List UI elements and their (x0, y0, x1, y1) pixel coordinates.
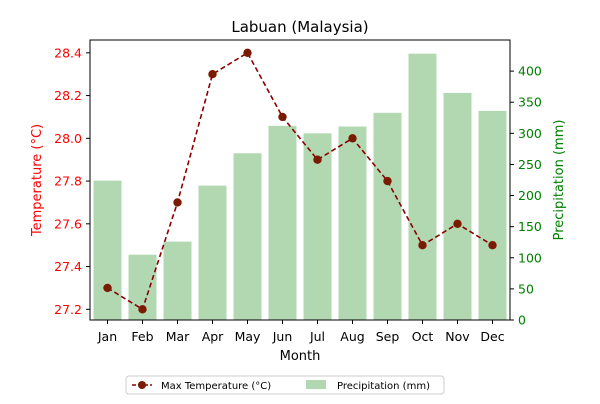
x-tick-label: Sep (376, 329, 400, 344)
precipitation-bar-mar (163, 241, 192, 320)
legend-temperature-label: Max Temperature (°C) (161, 381, 271, 392)
x-tick-label: Apr (202, 329, 224, 344)
x-tick-label: Jan (97, 329, 117, 344)
x-tick-label: Aug (340, 329, 364, 344)
legend: Max Temperature (°C) Precipitation (mm) (125, 375, 445, 395)
y-right-tick-label: 300 (518, 126, 542, 141)
temperature-line (107, 51, 493, 311)
y-right-tick-label: 250 (518, 157, 542, 172)
temperature-point-apr (208, 69, 217, 79)
precipitation-bar-may (233, 153, 262, 320)
x-tick-label: May (235, 329, 261, 344)
y-right-tick-label: 350 (518, 95, 542, 110)
temperature-point-aug (348, 134, 357, 143)
legend-temperature-marker (138, 381, 146, 389)
y-axis-right-label: Precipitation (mm) (552, 120, 567, 241)
temperature-point-may (243, 48, 252, 58)
bars-layer (93, 53, 507, 320)
y-left-tick-label: 27.4 (54, 259, 82, 274)
plot-frame (89, 39, 511, 321)
temperature-point-sep (383, 176, 392, 186)
axes-layer: 27.2 27.4 27.6 27.8 28.0 28.2 28.4 0 50 100 150 200… (54, 39, 542, 344)
y-left-tick-label: 28.0 (54, 131, 82, 146)
y-left-tick-label: 27.6 (54, 216, 82, 231)
temperature-point-feb (138, 305, 147, 314)
y-axis-left-label: Temperature (°C) (30, 124, 45, 237)
precipitation-bar-apr (198, 185, 227, 320)
temperature-point-jan (103, 283, 112, 293)
temperature-point-jun (278, 112, 287, 122)
temperature-point-jul (313, 155, 322, 164)
temperature-point-dec (488, 240, 497, 250)
precipitation-bar-jan (93, 180, 122, 320)
x-tick-label: Dec (480, 329, 504, 344)
y-right-tick-label: 400 (518, 64, 542, 79)
precipitation-bar-aug (338, 126, 367, 320)
y-right-tick-label: 100 (518, 250, 542, 265)
legend-frame (125, 375, 445, 395)
y-right-tick-label: 150 (518, 219, 542, 234)
x-tick-label: Feb (131, 329, 153, 344)
x-tick-label: Jul (309, 329, 325, 344)
precipitation-bar-dec (478, 110, 507, 320)
y-left-tick-label: 27.8 (54, 174, 82, 189)
temperature-point-mar (173, 198, 182, 207)
y-right-tick-label: 0 (518, 313, 526, 328)
line-layer (103, 48, 497, 314)
precipitation-bar-jun (268, 125, 297, 320)
x-axis-label: Month (280, 349, 321, 364)
y-left-tick-label: 28.4 (54, 45, 82, 60)
y-left-tick-label: 27.2 (54, 302, 82, 317)
x-tick-label: Nov (445, 329, 470, 344)
x-tick-label: Jun (272, 329, 293, 344)
legend-precipitation-swatch (306, 380, 326, 389)
temperature-point-oct (418, 240, 427, 250)
y-right-tick-label: 50 (518, 281, 534, 296)
precipitation-bar-sep (373, 112, 402, 320)
chart-title: Labuan (Malaysia) (231, 18, 368, 36)
precipitation-bar-oct (408, 53, 437, 320)
x-tick-label: Oct (412, 329, 434, 344)
x-tick-label: Mar (166, 329, 190, 344)
legend-precipitation-label: Precipitation (mm) (337, 381, 430, 392)
y-left-tick-label: 28.2 (54, 88, 82, 103)
precipitation-bar-nov (443, 92, 472, 320)
precipitation-bar-jul (303, 133, 332, 320)
temperature-point-nov (453, 219, 462, 229)
y-right-tick-label: 200 (518, 188, 542, 203)
